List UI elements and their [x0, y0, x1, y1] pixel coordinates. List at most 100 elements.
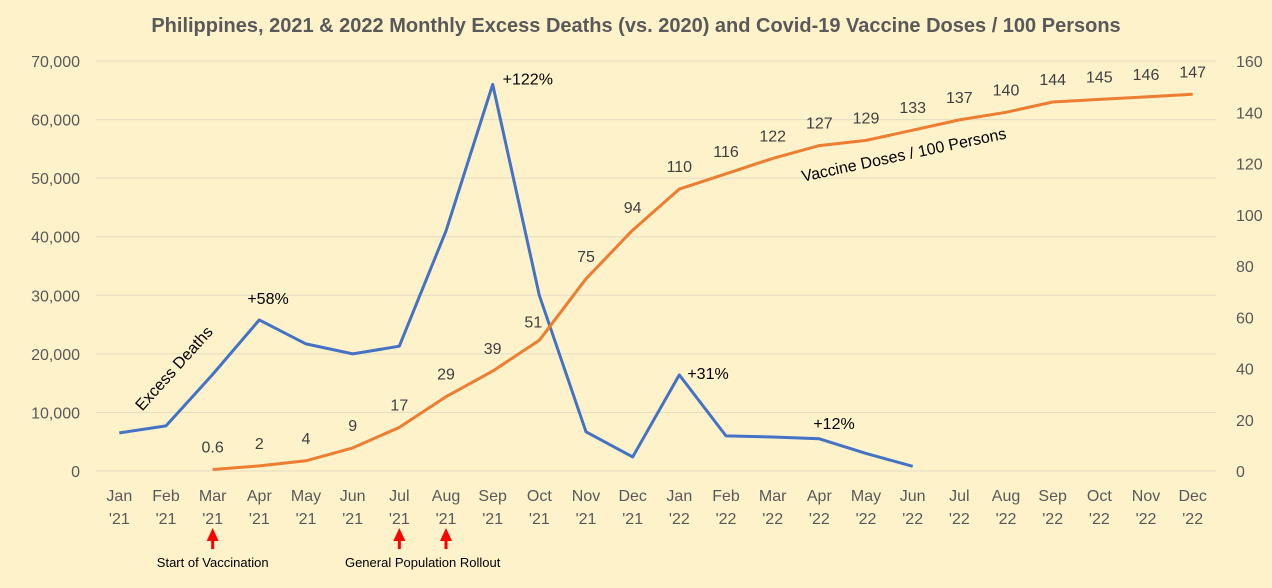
marker-arrow-head	[206, 528, 219, 541]
x-tick-year: '21	[249, 511, 270, 528]
vaccine-data-label: 94	[624, 200, 642, 217]
x-tick-label: May '22	[851, 488, 881, 528]
y-right-tick-label: 160	[1236, 54, 1263, 71]
vaccine-data-label: 39	[484, 341, 502, 358]
vaccine-data-label: 122	[759, 128, 786, 145]
vaccine-doses-line	[212, 92, 1193, 471]
x-tick-label: Jul '21	[389, 488, 410, 528]
x-tick-year: '22	[856, 511, 877, 528]
x-tick-label: Dec '21	[618, 488, 646, 528]
x-tick-year: '21	[296, 511, 317, 528]
vaccine-data-label: 140	[993, 82, 1020, 99]
x-tick-month: Jun	[900, 488, 926, 505]
x-tick-year: '22	[716, 511, 737, 528]
vaccine-data-label: 147	[1179, 64, 1206, 81]
vaccine-data-label: 144	[1039, 72, 1066, 89]
x-tick-month: Jan	[106, 488, 132, 505]
x-tick-year: '22	[902, 511, 923, 528]
x-tick-year: '21	[389, 511, 410, 528]
x-tick-label: Jan '22	[666, 488, 692, 528]
x-tick-year: '22	[949, 511, 970, 528]
x-tick-month: Feb	[712, 488, 740, 505]
x-tick-month: Mar	[199, 488, 227, 505]
x-tick-label: Oct '22	[1087, 488, 1112, 528]
x-tick-year: '21	[156, 511, 177, 528]
x-tick-year: '22	[669, 511, 690, 528]
x-tick-month: Dec	[1178, 488, 1206, 505]
x-tick-label: Mar '22	[759, 488, 787, 528]
x-tick-month: Jan	[666, 488, 692, 505]
vaccine-data-label: 2	[255, 436, 264, 453]
marker-arrow-head	[393, 528, 406, 541]
gridlines	[96, 60, 1216, 472]
vaccine-data-label: 17	[390, 397, 408, 414]
x-tick-label: Aug '21	[432, 488, 460, 528]
x-tick-month: Sep	[1038, 488, 1067, 505]
y-left-tick-label: 10,000	[31, 405, 80, 422]
x-tick-year: '22	[1182, 511, 1203, 528]
x-tick-label: Jun '21	[340, 488, 366, 528]
x-tick-year: '22	[762, 511, 783, 528]
x-tick-label: Sep '22	[1038, 488, 1067, 528]
vaccine-data-label: 127	[806, 116, 833, 133]
x-tick-label: Dec '22	[1178, 488, 1206, 528]
x-tick-month: Feb	[152, 488, 180, 505]
x-tick-year: '21	[109, 511, 130, 528]
x-tick-month: Aug	[432, 488, 460, 505]
y-right-tick-label: 20	[1236, 413, 1254, 430]
vaccine-data-label: 133	[899, 100, 926, 117]
x-tick-label: Mar '21	[199, 488, 227, 528]
x-tick-label: Nov '21	[572, 488, 600, 528]
x-tick-month: May	[291, 488, 321, 505]
vaccine-data-label: 51	[524, 314, 542, 331]
x-tick-label: Feb '21	[152, 488, 180, 528]
vaccine-data-label: 129	[853, 110, 880, 127]
y-axis-right: 0 20 40 60 80 100 120 140 160	[1236, 54, 1263, 481]
vaccine-data-label: 116	[713, 144, 739, 161]
x-tick-label: Feb '22	[712, 488, 740, 528]
x-tick-year: '21	[202, 511, 223, 528]
vaccine-data-label: 110	[667, 159, 693, 176]
vaccine-data-label: 146	[1133, 67, 1160, 84]
excess-deaths-annotation: +12%	[813, 416, 854, 433]
y-left-tick-label: 70,000	[31, 54, 80, 71]
marker-arrow-head	[440, 528, 452, 541]
y-left-tick-label: 20,000	[31, 347, 80, 364]
x-tick-year: '21	[576, 511, 597, 528]
x-tick-label: Nov '22	[1132, 488, 1160, 528]
y-left-tick-label: 50,000	[31, 171, 80, 188]
y-left-tick-label: 40,000	[31, 230, 80, 247]
vaccine-data-label: 137	[946, 90, 973, 107]
vaccine-series-label: Vaccine Doses / 100 Persons	[800, 126, 1008, 186]
x-tick-label: Sep '21	[478, 488, 507, 528]
vaccine-data-label: 75	[577, 249, 595, 266]
series-lines	[119, 82, 1193, 471]
y-right-tick-label: 0	[1236, 464, 1245, 481]
vaccine-data-label: 29	[437, 367, 455, 384]
start-of-vaccination-note: Start of Vaccination	[157, 555, 269, 570]
data-labels: 0.6 2 4 9 17 29 39 51 75 94 110 116 122 127 129 133 137 1…	[133, 64, 1206, 456]
vaccine-data-label: 145	[1086, 69, 1113, 86]
excess-deaths-line	[119, 82, 914, 468]
x-tick-year: '22	[1042, 511, 1063, 528]
vaccine-data-label: 0.6	[202, 439, 224, 456]
y-left-tick-label: 60,000	[31, 113, 80, 130]
x-tick-year: '22	[996, 511, 1017, 528]
vaccine-data-label: 9	[348, 418, 357, 435]
x-tick-label: Aug '22	[992, 488, 1020, 528]
x-tick-month: Oct	[1087, 488, 1112, 505]
x-tick-month: Sep	[478, 488, 507, 505]
x-tick-month: May	[851, 488, 881, 505]
excess-deaths-annotation: +122%	[503, 71, 553, 88]
y-left-tick-label: 30,000	[31, 288, 80, 305]
x-tick-year: '21	[622, 511, 643, 528]
y-right-tick-label: 140	[1236, 105, 1263, 122]
x-tick-year: '21	[482, 511, 503, 528]
y-right-tick-label: 120	[1236, 157, 1263, 174]
x-tick-year: '21	[436, 511, 457, 528]
x-tick-month: Oct	[527, 488, 552, 505]
x-tick-label: May '21	[291, 488, 321, 528]
x-tick-month: Jun	[340, 488, 366, 505]
